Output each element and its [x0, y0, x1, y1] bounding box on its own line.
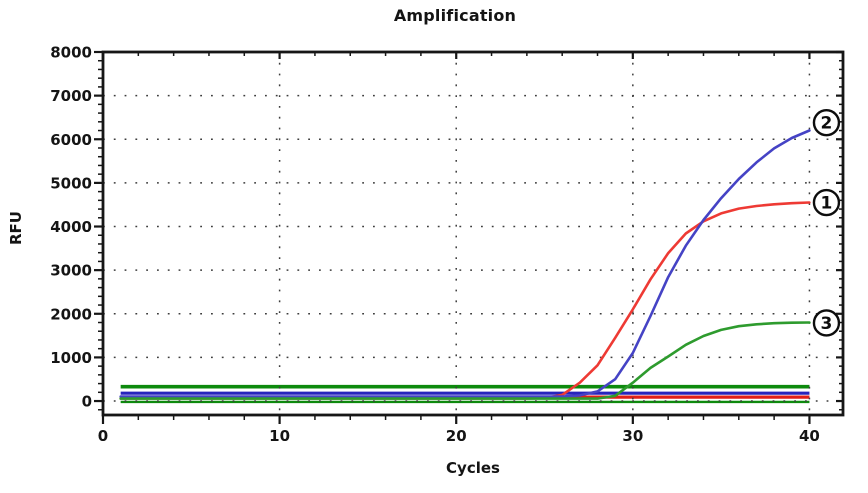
- y-tick-label: 8000: [50, 44, 92, 62]
- series-sample-2-badge-label: 2: [821, 114, 833, 134]
- chart-title: Amplification: [393, 6, 517, 25]
- x-tick-label: 10: [269, 427, 290, 445]
- curve-sample-3: [119, 321, 811, 400]
- series-sample-3-badge-label: 3: [821, 314, 833, 334]
- series-sample-2-badge: [812, 108, 841, 137]
- y-tick-label: 6000: [50, 131, 92, 149]
- series-sample-1-badge: [812, 188, 841, 217]
- y-tick-label: 2000: [50, 305, 92, 323]
- x-tick-label: 40: [799, 427, 820, 445]
- y-tick-label: 7000: [50, 87, 92, 105]
- x-tick-label: 0: [98, 427, 108, 445]
- y-tick-label: 0: [82, 393, 92, 411]
- y-tick-label: 3000: [50, 262, 92, 280]
- y-axis-label: RFU: [7, 211, 25, 245]
- curve-sample-2: [119, 129, 811, 398]
- x-tick-label: 30: [622, 427, 643, 445]
- series-sample-3-badge: [812, 309, 841, 337]
- y-tick-label: 5000: [50, 174, 92, 192]
- y-tick-label: 4000: [50, 218, 92, 236]
- x-axis-label: Cycles: [446, 459, 500, 477]
- series-sample-1-badge-label: 1: [821, 194, 833, 214]
- x-tick-label: 20: [446, 427, 467, 445]
- y-tick-label: 1000: [50, 349, 92, 367]
- curve-sample-1: [119, 201, 811, 400]
- plot-border: [101, 50, 845, 417]
